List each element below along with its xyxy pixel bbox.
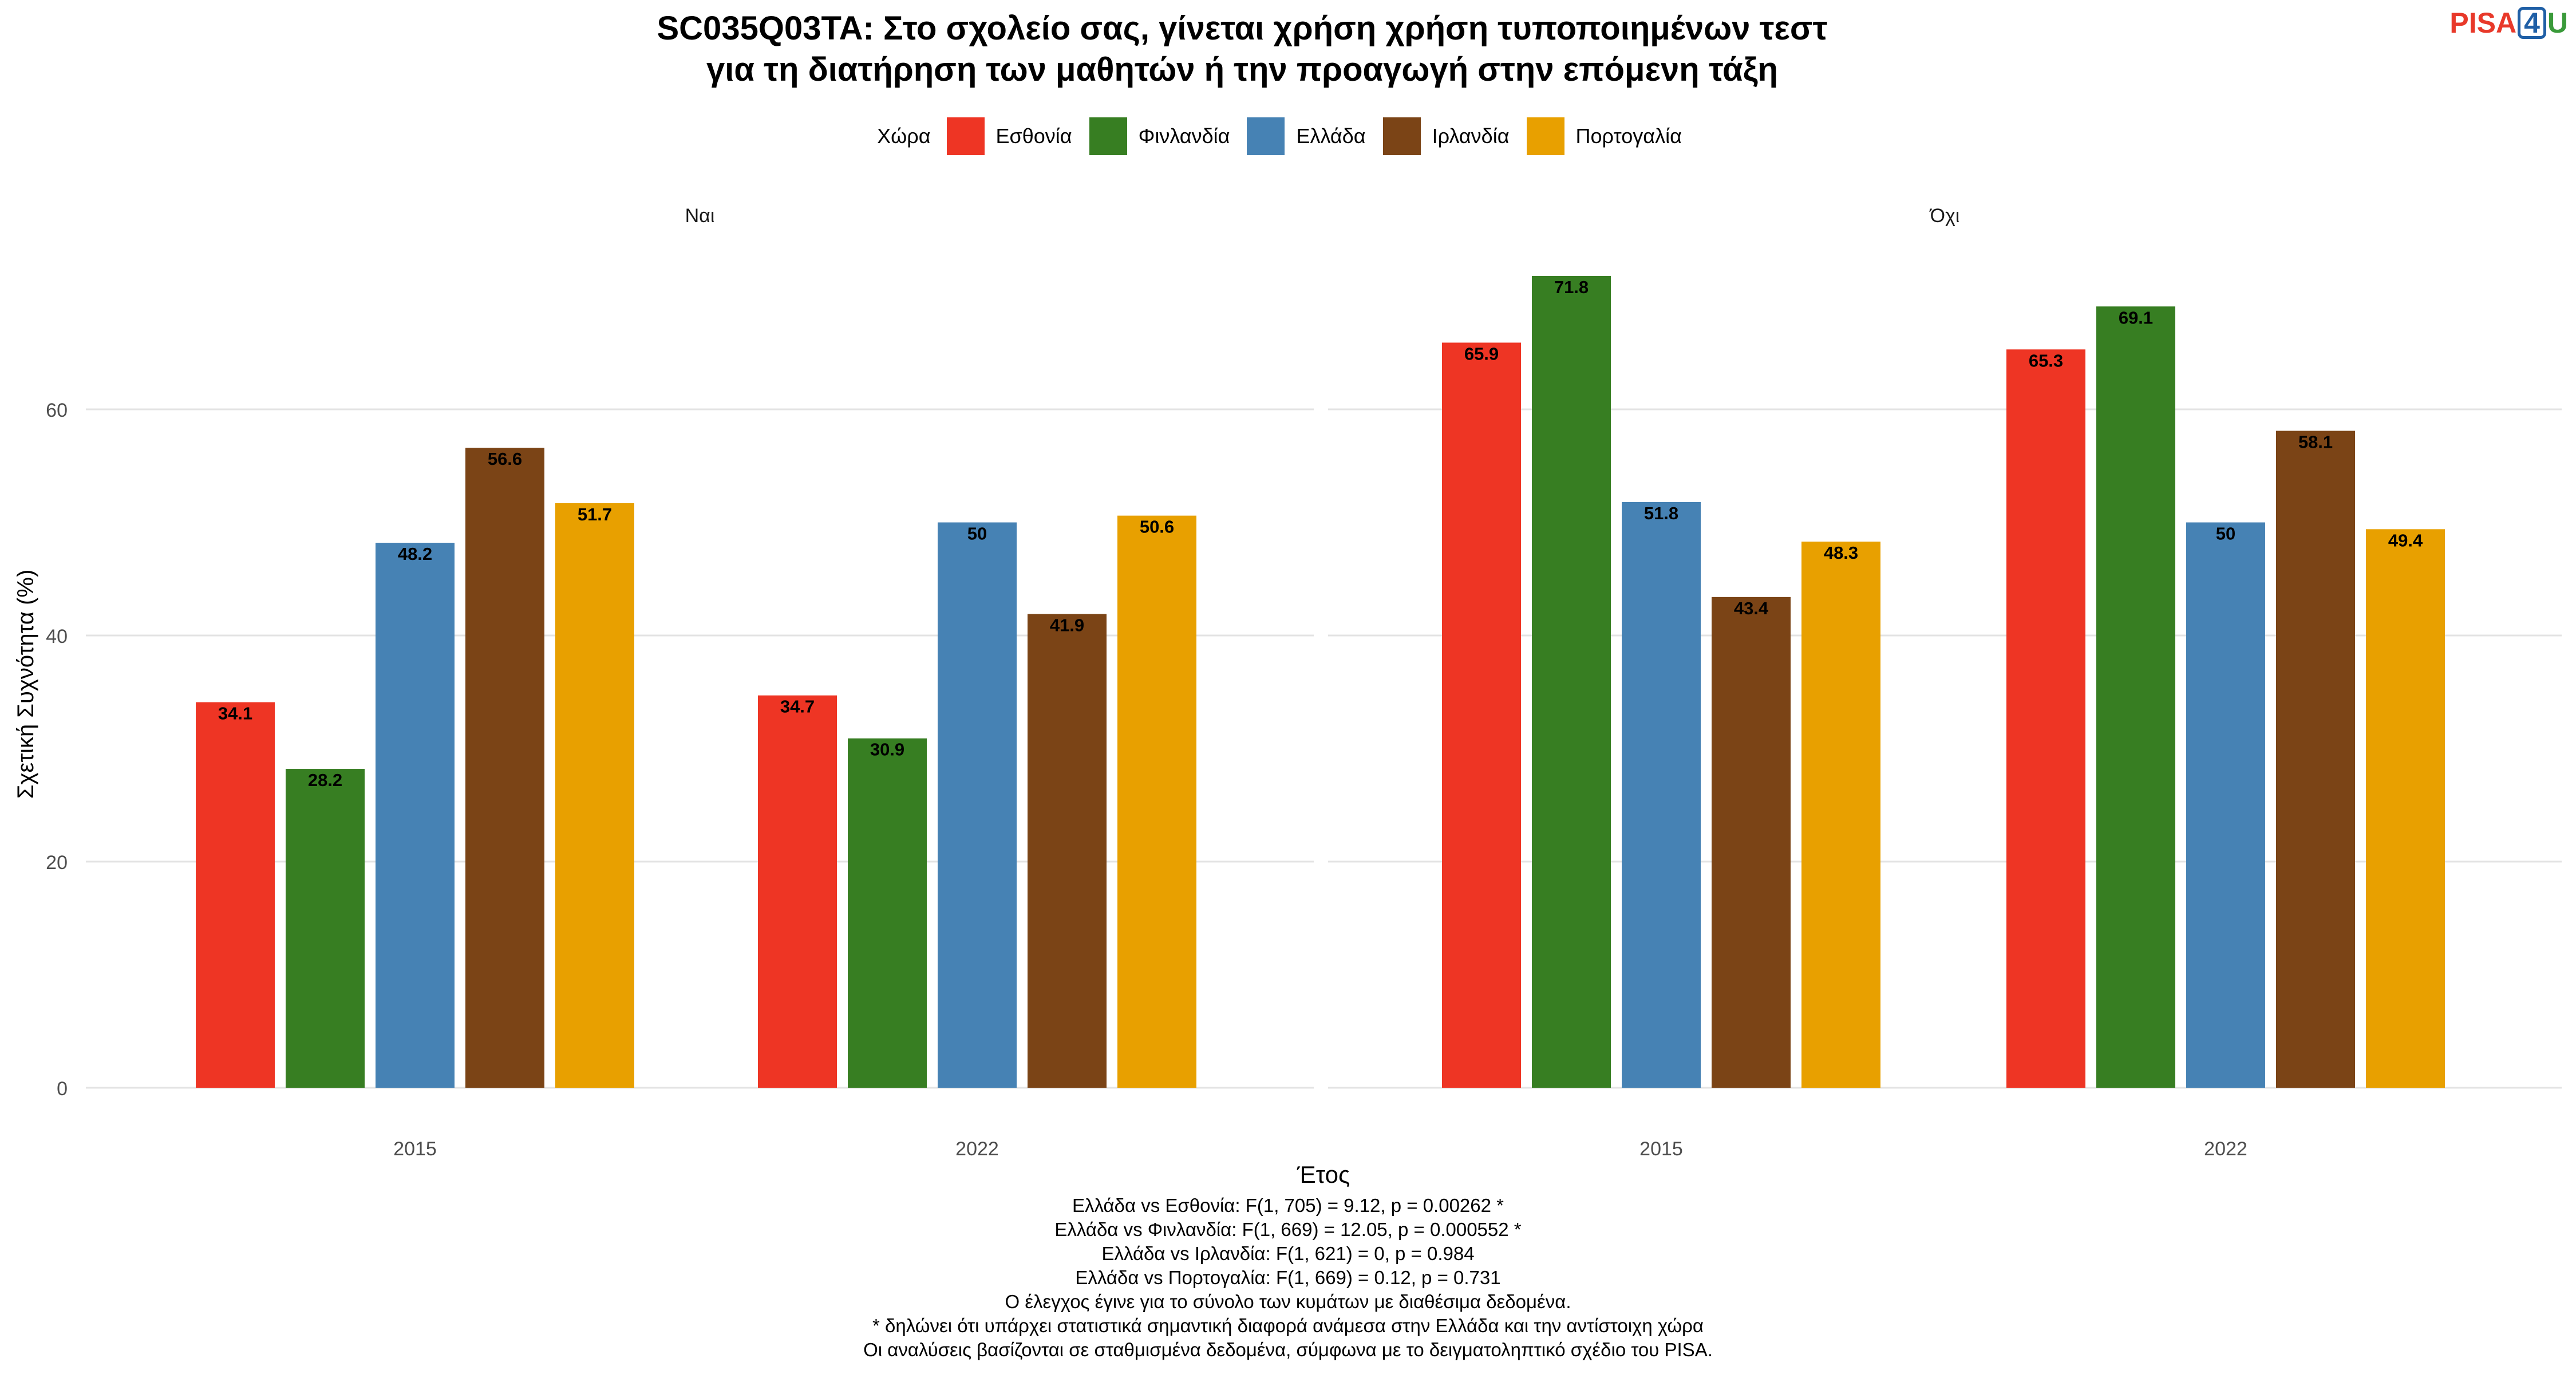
data-label: 56.6 <box>488 449 522 469</box>
legend-title: Χώρα <box>877 124 931 148</box>
caption-line: Ελλάδα vs Ιρλανδία: F(1, 621) = 0, p = 0… <box>1101 1243 1475 1264</box>
bar <box>1712 597 1791 1088</box>
logo-pisa-text: PISA <box>2449 7 2517 39</box>
bar <box>2366 529 2445 1088</box>
x-tick-label: 2022 <box>2204 1138 2247 1160</box>
legend-item: Εσθονία <box>946 117 1072 155</box>
chart-legend: Χώρα Εσθονία Φινλανδία Ελλάδα Ιρλανδία Πορτο… <box>0 117 2576 155</box>
legend-swatch <box>946 117 985 155</box>
data-label: 48.3 <box>1824 543 1858 563</box>
pisa4u-logo: PISA 4 U <box>2449 6 2568 40</box>
legend-item: Πορτογαλία <box>1526 117 1682 155</box>
legend-item: Φινλανδία <box>1089 117 1230 155</box>
data-label: 28.2 <box>308 770 342 790</box>
bar <box>376 543 455 1088</box>
data-label: 34.1 <box>218 704 252 724</box>
bar <box>2096 306 2175 1088</box>
y-tick-label: 40 <box>46 626 68 647</box>
caption-line: Ελλάδα vs Εσθονία: F(1, 705) = 9.12, p =… <box>1072 1195 1504 1216</box>
bar <box>1442 342 1521 1088</box>
y-tick-label: 20 <box>46 852 68 874</box>
legend-label: Εσθονία <box>995 124 1072 148</box>
x-tick-label: 2015 <box>1639 1138 1683 1160</box>
bar <box>1622 502 1701 1088</box>
data-label: 34.7 <box>780 697 815 717</box>
caption-line: * δηλώνει ότι υπάρχει στατιστικά σημαντι… <box>872 1315 1704 1336</box>
data-label: 69.1 <box>2119 307 2153 327</box>
data-label: 41.9 <box>1050 615 1084 635</box>
data-label: 50.6 <box>1140 517 1174 537</box>
logo-four-text: 4 <box>2518 7 2546 39</box>
legend-label: Ελλάδα <box>1296 124 1366 148</box>
bar <box>758 695 837 1088</box>
caption-line: Ο έλεγχος έγινε για το σύνολο των κυμάτω… <box>1005 1291 1571 1312</box>
legend-swatch <box>1526 117 1564 155</box>
caption-line: Οι αναλύσεις βασίζονται σε σταθμισμένα δ… <box>863 1339 1713 1360</box>
legend-label: Πορτογαλία <box>1575 124 1682 148</box>
caption-line: Ελλάδα vs Πορτογαλία: F(1, 669) = 0.12, … <box>1075 1267 1501 1288</box>
data-label: 58.1 <box>2298 432 2333 452</box>
bar <box>2276 431 2355 1088</box>
data-label: 50 <box>2216 524 2235 544</box>
bar <box>555 503 634 1088</box>
legend-label: Ιρλανδία <box>1432 124 1510 148</box>
bar <box>848 738 927 1088</box>
legend-item: Ελλάδα <box>1247 117 1366 155</box>
bar <box>286 769 365 1088</box>
bar <box>1028 614 1107 1088</box>
data-label: 65.3 <box>2029 350 2063 370</box>
data-label: 49.4 <box>2388 530 2423 550</box>
bar <box>1532 275 1611 1088</box>
legend-swatch <box>1089 117 1127 155</box>
title-line-2: για τη διατήρηση των μαθητών ή την προαγ… <box>706 51 1778 88</box>
y-tick-label: 60 <box>46 400 68 421</box>
bar <box>196 702 275 1088</box>
legend-item: Ιρλανδία <box>1382 117 1510 155</box>
x-tick-label: 2015 <box>393 1138 437 1160</box>
bar <box>2006 349 2085 1088</box>
y-axis-label: Σχετική Συχνότητα (%) <box>13 570 38 799</box>
data-label: 51.8 <box>1644 503 1678 523</box>
x-tick-label: 2022 <box>955 1138 999 1160</box>
chart-caption: Ελλάδα vs Εσθονία: F(1, 705) = 9.12, p =… <box>0 1194 2576 1362</box>
data-label: 30.9 <box>870 740 904 760</box>
chart-title: SC035Q03TA: Στο σχολείο σας, γίνεται χρή… <box>0 8 2484 90</box>
facet-label: Ναι <box>685 205 715 227</box>
data-label: 65.9 <box>1464 344 1499 364</box>
x-axis-label: Έτος <box>1297 1161 1350 1188</box>
facet-label: Όχι <box>1929 205 1960 227</box>
bar <box>1801 542 1880 1088</box>
bar <box>2186 522 2265 1088</box>
legend-swatch <box>1247 117 1285 155</box>
title-line-1: SC035Q03TA: Στο σχολείο σας, γίνεται χρή… <box>657 10 1828 47</box>
caption-line: Ελλάδα vs Φινλανδία: F(1, 669) = 12.05, … <box>1054 1219 1522 1240</box>
bar <box>465 448 544 1088</box>
data-label: 43.4 <box>1734 598 1769 618</box>
data-label: 50 <box>967 524 987 544</box>
data-label: 51.7 <box>578 504 612 524</box>
bar <box>1117 515 1196 1088</box>
y-tick-label: 0 <box>57 1078 68 1100</box>
data-label: 71.8 <box>1554 277 1589 297</box>
legend-label: Φινλανδία <box>1138 124 1230 148</box>
legend-swatch <box>1382 117 1421 155</box>
data-label: 48.2 <box>398 544 432 564</box>
logo-u-text: U <box>2547 7 2568 39</box>
bar <box>938 522 1017 1088</box>
